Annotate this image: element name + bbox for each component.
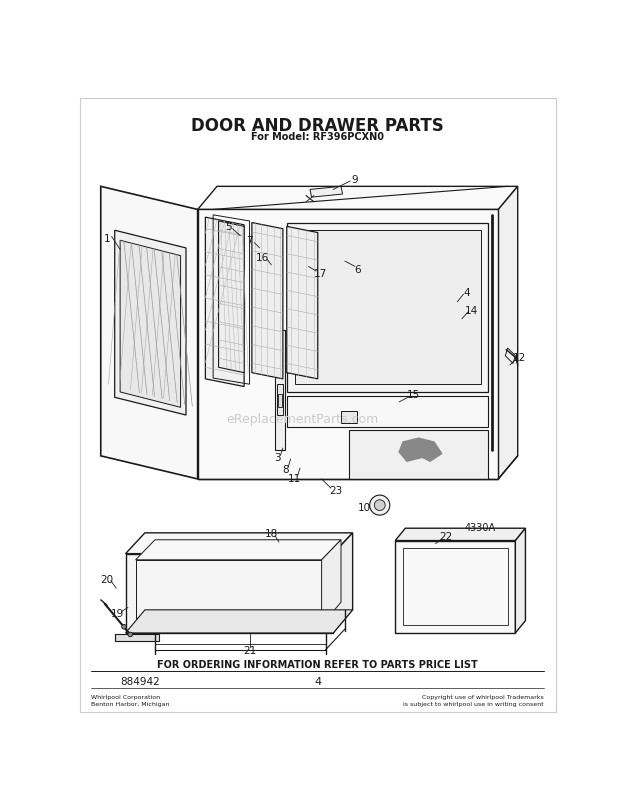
Text: is subject to whirlpool use in writing consent: is subject to whirlpool use in writing c… [404, 701, 544, 706]
Polygon shape [341, 412, 356, 423]
Polygon shape [286, 397, 489, 427]
Polygon shape [396, 528, 526, 541]
Polygon shape [198, 210, 498, 479]
Polygon shape [120, 241, 180, 408]
Polygon shape [278, 385, 283, 415]
Text: 1: 1 [104, 234, 110, 243]
Text: eReplacementParts.com: eReplacementParts.com [226, 413, 378, 426]
Text: 12: 12 [513, 353, 526, 363]
Polygon shape [396, 541, 515, 633]
Polygon shape [348, 431, 489, 479]
Text: 23: 23 [329, 485, 342, 495]
Text: 20: 20 [100, 574, 113, 585]
Polygon shape [505, 349, 515, 364]
Polygon shape [275, 331, 285, 450]
Polygon shape [322, 540, 341, 626]
Text: 10: 10 [358, 503, 371, 513]
Polygon shape [399, 438, 441, 462]
Polygon shape [515, 528, 526, 633]
Text: 17: 17 [314, 268, 327, 278]
Text: 3: 3 [274, 453, 281, 463]
Polygon shape [310, 187, 342, 198]
Text: 4: 4 [314, 676, 321, 686]
Polygon shape [498, 187, 518, 479]
Polygon shape [125, 533, 353, 554]
Text: 6: 6 [355, 264, 361, 275]
Polygon shape [286, 223, 489, 393]
Text: 4: 4 [463, 287, 470, 297]
Polygon shape [278, 395, 282, 408]
Polygon shape [115, 231, 186, 415]
Circle shape [122, 625, 126, 630]
Text: 21: 21 [243, 645, 256, 655]
Polygon shape [198, 187, 518, 210]
Polygon shape [294, 231, 480, 385]
Text: FOR ORDERING INFORMATION REFER TO PARTS PRICE LIST: FOR ORDERING INFORMATION REFER TO PARTS … [157, 659, 478, 669]
Polygon shape [100, 187, 198, 479]
Text: 5: 5 [225, 222, 232, 232]
Text: 4330A: 4330A [465, 522, 496, 532]
Text: 8: 8 [282, 464, 288, 475]
Polygon shape [125, 554, 334, 633]
Text: 18: 18 [265, 528, 278, 538]
Text: Benton Harbor, Michigan: Benton Harbor, Michigan [92, 701, 170, 706]
Polygon shape [252, 223, 283, 379]
Text: Whirlpool Corporation: Whirlpool Corporation [92, 695, 161, 699]
Text: 884942: 884942 [120, 676, 160, 686]
Text: 7: 7 [246, 236, 253, 246]
Circle shape [370, 495, 390, 516]
Text: 14: 14 [464, 305, 478, 315]
Polygon shape [125, 610, 353, 633]
Text: 15: 15 [407, 389, 420, 400]
Polygon shape [219, 222, 244, 373]
Polygon shape [205, 218, 244, 387]
Text: 19: 19 [111, 608, 125, 618]
Polygon shape [334, 533, 353, 633]
Circle shape [374, 500, 385, 511]
Circle shape [128, 633, 133, 637]
Text: 16: 16 [255, 253, 268, 263]
Text: 9: 9 [352, 174, 358, 185]
Polygon shape [136, 560, 322, 626]
Polygon shape [136, 540, 341, 560]
Polygon shape [286, 227, 317, 379]
Text: For Model: RF396PCXN0: For Model: RF396PCXN0 [251, 132, 384, 142]
Text: DOOR AND DRAWER PARTS: DOOR AND DRAWER PARTS [192, 116, 444, 135]
Polygon shape [115, 634, 159, 641]
Text: Copyright use of whirlpool Trademarks: Copyright use of whirlpool Trademarks [422, 695, 544, 699]
Text: 22: 22 [439, 532, 452, 541]
Text: 11: 11 [288, 474, 301, 483]
